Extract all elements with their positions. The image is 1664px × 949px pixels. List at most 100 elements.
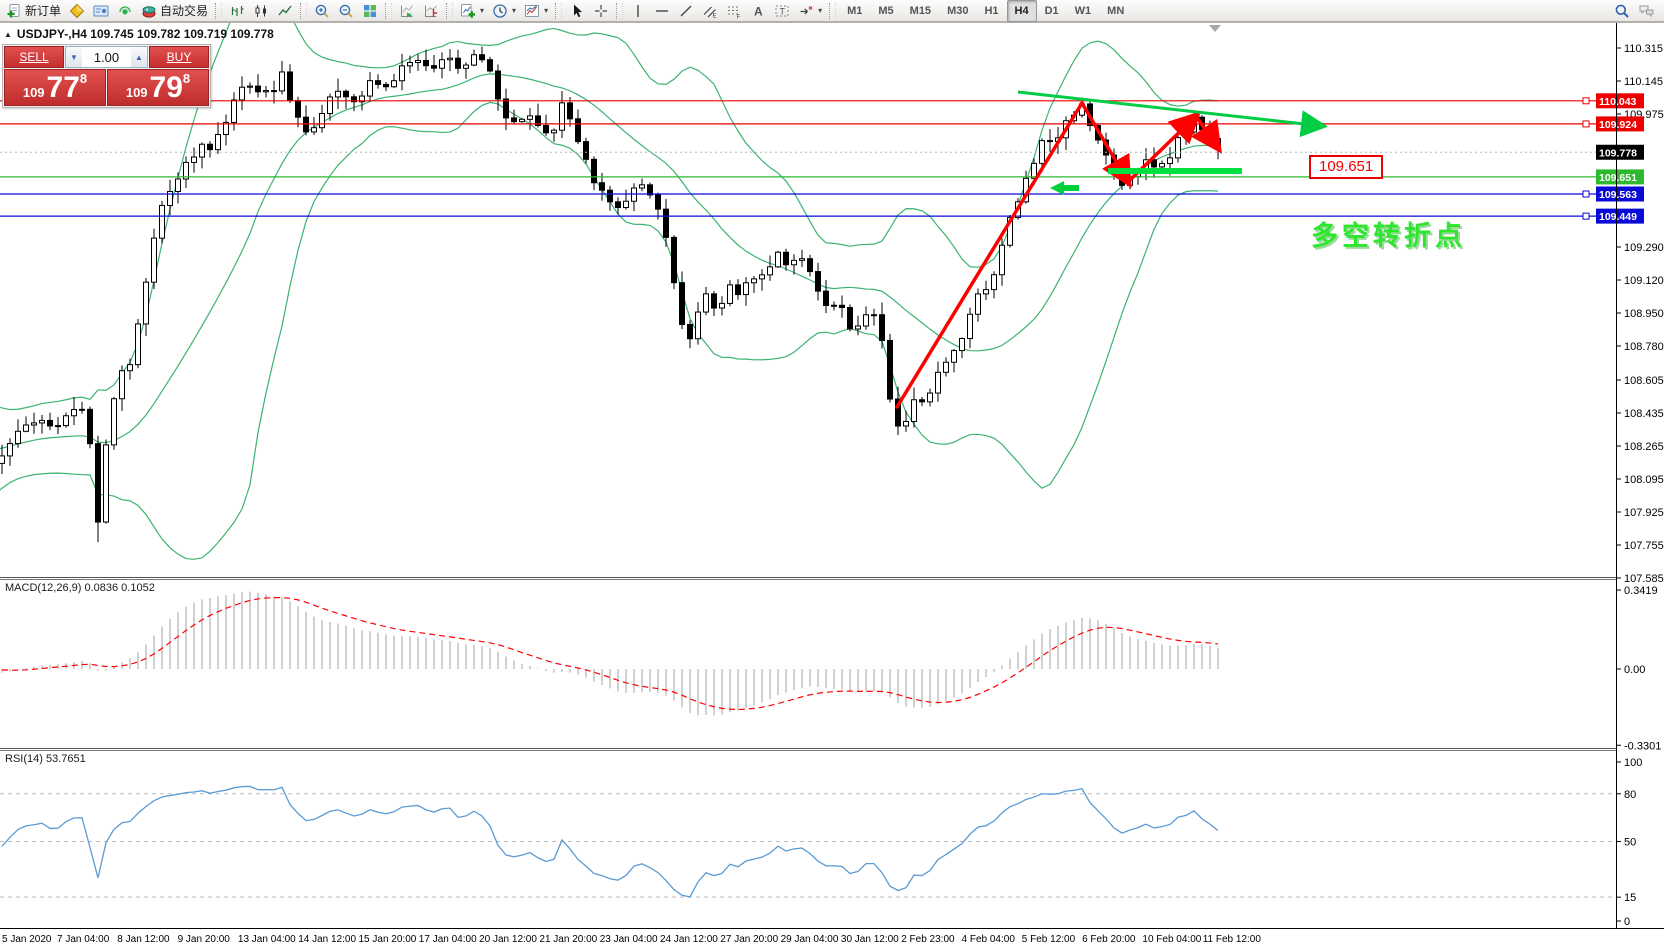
price-tag-text: 110.043 (1599, 96, 1637, 108)
buy-price-button[interactable]: 109 79 8 (107, 69, 209, 106)
svg-text:T: T (780, 6, 786, 16)
dropdown-caret-icon[interactable]: ▾ (818, 6, 823, 15)
cursor-button[interactable] (565, 0, 589, 22)
chart-shift-button[interactable] (419, 0, 443, 22)
timeframe-m30-button[interactable]: M30 (947, 4, 969, 17)
line-handle[interactable] (1582, 97, 1590, 105)
toolbar-separator (215, 2, 223, 19)
red-trend-arrow[interactable] (895, 101, 1084, 409)
zoom-in-icon (314, 3, 330, 19)
volume-input[interactable] (82, 47, 131, 67)
price-tag-text: 109.924 (1599, 119, 1637, 131)
chart-shift-marker[interactable] (1209, 25, 1221, 32)
fibonacci-button[interactable]: F (722, 0, 746, 22)
line-handle[interactable] (1582, 190, 1590, 198)
price-tag-text: 109.651 (1599, 172, 1637, 184)
horizontal-line-button[interactable] (650, 0, 674, 22)
toolbar: 新订单 自动交易 ▾ ▾ ▾ E F A T ▾ M1 M5 M15 M30 H1 H4 D1 W1 MN (0, 0, 1664, 22)
line-handle[interactable] (1582, 212, 1590, 220)
text-label-button[interactable]: T (770, 0, 794, 22)
price-tag-text: 109.449 (1599, 211, 1637, 223)
volume-decrease-button[interactable]: ▼ (66, 47, 82, 67)
timeframe-m5-button[interactable]: M5 (878, 4, 894, 17)
timeframe-h4-button[interactable]: H4 (1006, 0, 1037, 22)
green-left-arrow[interactable] (1050, 181, 1079, 195)
zoom-out-button[interactable] (334, 0, 358, 22)
trendline-icon (678, 3, 694, 19)
time-tick-label: 21 Jan 20:00 (539, 934, 597, 945)
bar-chart-button[interactable] (225, 0, 249, 22)
volume-increase-button[interactable]: ▲ (131, 47, 147, 67)
templates-icon (524, 3, 540, 19)
new-order-button[interactable]: 新订单 (2, 0, 65, 22)
macd-tick-label: 0.3419 (1624, 585, 1658, 597)
signals-icon (117, 3, 133, 19)
price-tick-label: 109.290 (1624, 242, 1664, 254)
timeframe-mn-button[interactable]: MN (1107, 4, 1125, 17)
collapse-panel-icon[interactable]: ▲ (4, 29, 12, 39)
zoom-in-button[interactable] (310, 0, 334, 22)
chat-icon (1638, 3, 1654, 19)
price-tick-label: 110.145 (1624, 76, 1663, 88)
text-button[interactable]: A (746, 0, 770, 22)
timeframe-h1-button[interactable]: H1 (984, 4, 999, 17)
macd-signal-line (1, 596, 1219, 711)
annotation-text[interactable]: 多空转折点 (1311, 221, 1466, 251)
line-handle[interactable] (1582, 120, 1590, 128)
auto-trading-button[interactable]: 自动交易 (137, 0, 212, 22)
time-tick-label: 7 Jan 04:00 (57, 934, 110, 945)
arrows-button[interactable]: ▾ (794, 0, 826, 22)
buy-button[interactable]: BUY (149, 46, 209, 68)
time-tick-label: 15 Jan 20:00 (359, 934, 417, 945)
timeframe-m1-button[interactable]: M1 (847, 4, 863, 17)
rsi-tick-label: 0 (1624, 916, 1630, 928)
data-window-icon (93, 3, 109, 19)
sell-price-button[interactable]: 109 77 8 (4, 69, 106, 106)
indicators-button[interactable]: ▾ (456, 0, 488, 22)
dropdown-caret-icon[interactable]: ▾ (512, 6, 517, 15)
market-watch-icon (69, 3, 85, 19)
equidistant-channel-button[interactable]: E (698, 0, 722, 22)
price-axis[interactable]: 110.315110.145109.975109.290109.120108.9… (1596, 43, 1664, 928)
rsi-panel[interactable] (0, 785, 1616, 898)
red-trend-arrow[interactable] (1191, 114, 1222, 154)
chat-button[interactable] (1634, 0, 1658, 22)
market-watch-button[interactable] (65, 0, 89, 22)
price-tick-label: 107.755 (1624, 540, 1664, 552)
candlestick-chart-button[interactable] (249, 0, 273, 22)
timeframe-m15-button[interactable]: M15 (909, 4, 932, 17)
dropdown-caret-icon[interactable]: ▾ (544, 6, 549, 15)
trendline-button[interactable] (674, 0, 698, 22)
vertical-line-button[interactable] (626, 0, 650, 22)
volume-control: ▼ ▲ (65, 46, 148, 68)
svg-text:E: E (713, 13, 717, 19)
crosshair-button[interactable] (589, 0, 613, 22)
timeframe-d1-button[interactable]: D1 (1044, 4, 1059, 17)
time-axis[interactable]: 5 Jan 2020 7 Jan 04:00 8 Jan 12:00 9 Jan 20… (2, 934, 1261, 945)
auto-scroll-button[interactable] (395, 0, 419, 22)
dropdown-caret-icon[interactable]: ▾ (480, 6, 485, 15)
line-chart-button[interactable] (273, 0, 297, 22)
search-button[interactable] (1610, 0, 1634, 22)
price-tag-109.651 (1596, 169, 1644, 185)
sell-button[interactable]: SELL (4, 46, 64, 68)
periods-button[interactable]: ▾ (488, 0, 520, 22)
time-tick-label: 5 Feb 12:00 (1022, 934, 1076, 945)
time-tick-label: 24 Jan 12:00 (660, 934, 718, 945)
main-price-panel[interactable] (0, 0, 1616, 560)
tile-windows-button[interactable] (358, 0, 382, 22)
templates-button[interactable]: ▾ (520, 0, 552, 22)
macd-panel[interactable] (1, 591, 1219, 716)
green-resistance-trendline[interactable] (1017, 90, 1328, 138)
data-window-button[interactable] (89, 0, 113, 22)
price-tick-label: 108.605 (1624, 375, 1664, 387)
price-annotation-box[interactable]: 109.651 (1309, 155, 1384, 179)
time-tick-label: 20 Jan 12:00 (479, 934, 537, 945)
symbol-info: ▲ USDJPY-,H4 109.745 109.782 109.719 109… (4, 27, 274, 41)
timeframe-w1-button[interactable]: W1 (1074, 4, 1092, 17)
signals-button[interactable] (113, 0, 137, 22)
time-tick-label: 6 Feb 20:00 (1082, 934, 1136, 945)
new-order-icon (6, 3, 22, 19)
